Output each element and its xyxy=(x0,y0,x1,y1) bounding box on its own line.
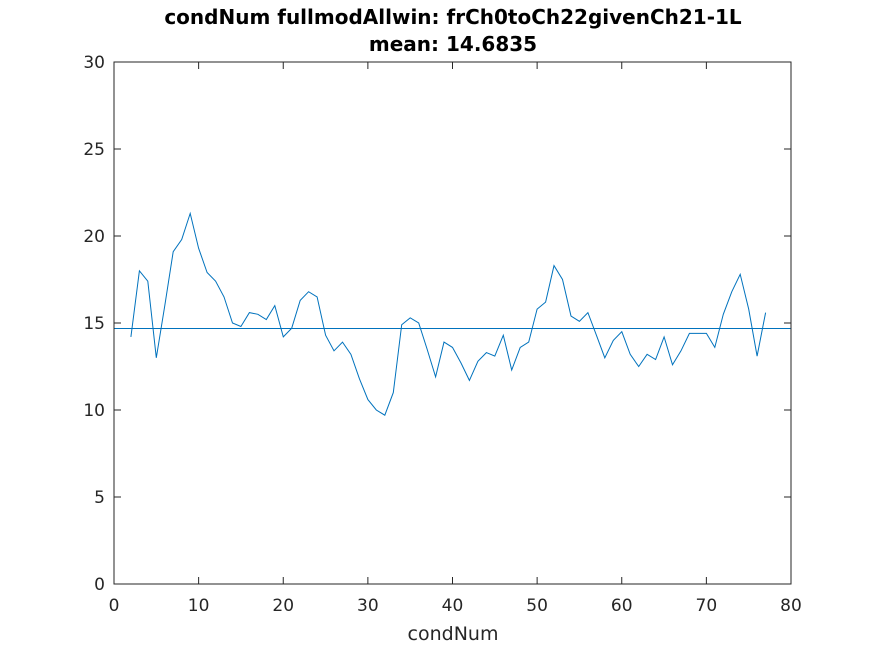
x-tick-label: 70 xyxy=(696,596,718,616)
y-tick-label: 20 xyxy=(83,227,105,247)
chart-title: condNum fullmodAllwin: frCh0toCh22givenC… xyxy=(164,5,742,29)
x-axis-label: condNum xyxy=(408,623,499,645)
x-tick-label: 0 xyxy=(109,596,120,616)
series-line-0 xyxy=(130,211,767,416)
x-tick-label: 40 xyxy=(442,596,464,616)
x-tick-label: 20 xyxy=(272,596,294,616)
y-tick-label: 5 xyxy=(94,488,105,508)
y-tick-label: 10 xyxy=(83,401,105,421)
y-tick-label: 30 xyxy=(83,53,105,73)
y-tick-label: 25 xyxy=(83,140,105,160)
x-tick-label: 50 xyxy=(526,596,548,616)
plot-area xyxy=(114,62,791,584)
x-tick-label: 30 xyxy=(357,596,379,616)
x-tick-label: 10 xyxy=(188,596,210,616)
chart-subtitle: mean: 14.6835 xyxy=(369,32,537,56)
y-tick-label: 15 xyxy=(83,314,105,334)
x-tick-label: 80 xyxy=(780,596,802,616)
y-tick-label: 0 xyxy=(94,575,105,595)
x-tick-label: 60 xyxy=(611,596,633,616)
